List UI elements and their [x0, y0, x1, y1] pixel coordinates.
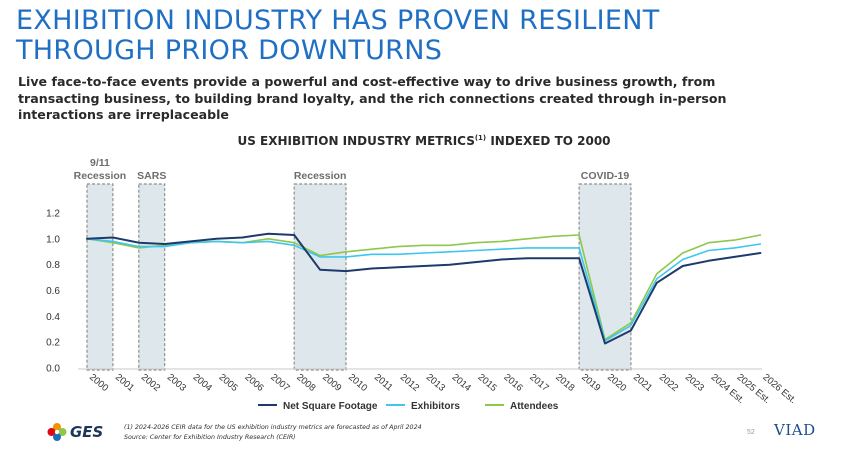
- legend-label-1: Exhibitors: [411, 401, 460, 412]
- chart-title-footnote-ref: (1): [474, 134, 487, 142]
- x-tick-label-0: 2000: [87, 372, 110, 394]
- page-number: 52: [747, 429, 755, 436]
- x-tick-label-6: 2006: [242, 372, 265, 394]
- series-line-net-square-footage: [86, 232, 762, 345]
- shaded-period-0: [86, 183, 114, 371]
- shaded-period-label-0: Recession: [74, 170, 127, 182]
- series-line-attendees: [86, 234, 762, 341]
- shaded-period-label-0-line1: 9/11: [90, 157, 110, 169]
- x-tick-label-4: 2004: [191, 372, 214, 394]
- x-tick-label-16: 2016: [501, 372, 524, 394]
- shaded-period-label-2: Recession: [294, 170, 347, 182]
- subtitle-line-2: transacting business, to building brand …: [18, 90, 727, 106]
- x-tick-label-19: 2019: [579, 372, 602, 394]
- shaded-period-2: [293, 183, 347, 371]
- x-tick-label-1: 2001: [113, 372, 136, 394]
- x-tick-label-13: 2013: [424, 372, 447, 394]
- chart-title-suffix: INDEXED TO 2000: [486, 134, 611, 148]
- legend-label-0: Net Square Footage: [283, 401, 378, 412]
- y-tick-label-0.4: 0.4: [46, 312, 60, 323]
- y-tick-label-0.2: 0.2: [46, 338, 60, 349]
- x-tick-label-11: 2011: [372, 372, 395, 394]
- title-line-2: THROUGH PRIOR DOWNTURNS: [16, 35, 443, 66]
- y-tick-label-1.0: 1.0: [46, 234, 60, 245]
- chart-title: US EXHIBITION INDUSTRY METRICS(1) INDEXE…: [0, 134, 848, 148]
- subtitle-line-1: Live face-to-face events provide a power…: [18, 74, 716, 89]
- shaded-period-label-1: SARS: [137, 170, 166, 182]
- y-tick-label-0.0: 0.0: [46, 364, 60, 375]
- page-title: EXHIBITION INDUSTRY HAS PROVEN RESILIENT…: [16, 6, 660, 66]
- x-tick-label-15: 2015: [476, 372, 499, 394]
- footnote: (1) 2024-2026 CEIR data for the US exhib…: [124, 423, 422, 443]
- x-tick-label-23: 2023: [683, 372, 706, 394]
- x-tick-label-7: 2007: [268, 372, 291, 394]
- x-tick-label-14: 2014: [450, 372, 473, 394]
- y-tick-label-1.2: 1.2: [46, 209, 60, 220]
- x-tick-label-20: 2020: [605, 372, 628, 394]
- x-tick-label-3: 2003: [165, 372, 188, 394]
- x-tick-label-8: 2008: [294, 372, 317, 394]
- ges-flower-icon: [47, 423, 67, 441]
- x-tick-label-21: 2021: [631, 372, 654, 394]
- title-line-1: EXHIBITION INDUSTRY HAS PROVEN RESILIENT: [16, 5, 660, 36]
- x-tick-label-10: 2010: [346, 372, 369, 394]
- subtitle-line-3: interactions are irreplaceable: [18, 107, 229, 122]
- ges-logo-text: GES: [70, 423, 104, 441]
- page-subtitle: Live face-to-face events provide a power…: [18, 74, 818, 124]
- x-tick-label-17: 2017: [527, 372, 550, 394]
- footnote-forecast: (1) 2024-2026 CEIR data for the US exhib…: [124, 424, 422, 431]
- ges-logo: GES: [46, 422, 103, 442]
- x-tick-label-5: 2005: [217, 372, 240, 394]
- shaded-period-1: [138, 183, 166, 371]
- y-tick-label-0.6: 0.6: [46, 286, 60, 297]
- y-tick-label-0.8: 0.8: [46, 260, 60, 271]
- viad-logo: VIAD: [774, 421, 816, 439]
- shaded-period-label-3: COVID-19: [581, 170, 630, 182]
- series-line-exhibitors: [86, 238, 762, 342]
- legend-label-2: Attendees: [510, 401, 559, 412]
- x-tick-label-9: 2009: [320, 372, 343, 394]
- x-tick-label-22: 2022: [657, 372, 680, 394]
- x-tick-label-12: 2012: [398, 372, 421, 394]
- x-tick-label-2: 2002: [139, 372, 162, 394]
- chart-title-main: US EXHIBITION INDUSTRY METRICS: [237, 134, 475, 148]
- x-tick-label-18: 2018: [553, 372, 576, 394]
- footnote-source: Source: Center for Exhibition Industry R…: [124, 434, 296, 441]
